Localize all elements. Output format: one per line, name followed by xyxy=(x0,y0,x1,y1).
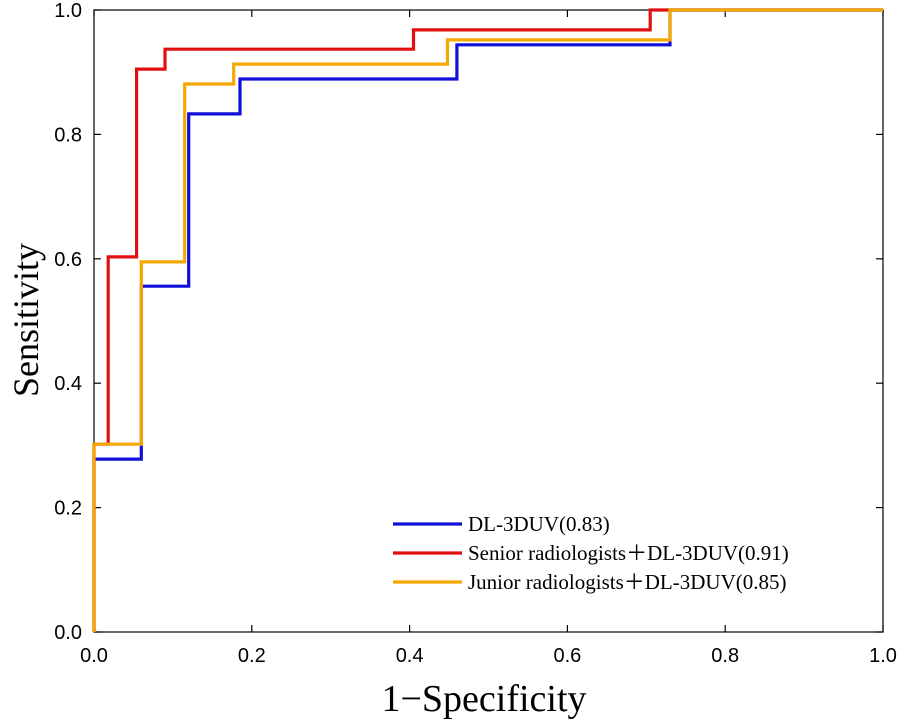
series-line-3 xyxy=(92,8,883,632)
x-tick-label: 0.0 xyxy=(80,645,108,667)
x-axis-title: 1−Specificity xyxy=(381,678,586,719)
y-axis-title: Sensitivity xyxy=(6,243,46,397)
y-tick-label: 0.8 xyxy=(54,124,82,146)
x-tick-label: 1.0 xyxy=(869,645,897,667)
x-tick-label: 0.6 xyxy=(553,645,581,667)
series-line-2 xyxy=(92,8,883,632)
axes xyxy=(93,9,884,633)
y-tick-label: 0.4 xyxy=(54,373,82,395)
y-tick-label: 1.0 xyxy=(54,0,82,22)
legend-label-2: Senior radiologists＋DL-3DUV(0.91) xyxy=(468,541,789,565)
tick-labels: 0.00.0 0.2 0.2 0.4 0.4 0.6 0.6 0.8 0.8 1.0 1.0 xyxy=(54,0,897,667)
y-tick-label: 0.6 xyxy=(54,249,82,271)
series-layer xyxy=(92,8,883,632)
legend-label-1: DL-3DUV(0.83) xyxy=(468,512,610,536)
y-tick-label: 0.0 xyxy=(54,622,82,644)
legend-label-3: Junior radiologists＋DL-3DUV(0.85) xyxy=(468,570,786,594)
x-tick-label: 0.8 xyxy=(711,645,739,667)
y-tick-label: 0.2 xyxy=(54,498,82,520)
x-tick-label: 0.2 xyxy=(238,645,266,667)
series-line-1 xyxy=(92,8,883,632)
legend: DL-3DUV(0.83) Senior radiologists＋DL-3DUV… xyxy=(393,512,789,594)
x-tick-label: 0.4 xyxy=(396,645,424,667)
plot-frame xyxy=(93,9,884,633)
